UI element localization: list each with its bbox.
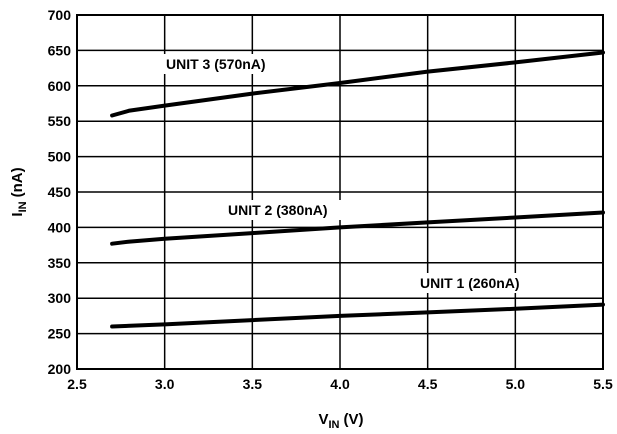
x-tick-label: 4.5: [418, 376, 438, 392]
series-labels: UNIT 3 (570nA) UNIT 2 (380nA) UNIT 1 (260n…: [162, 54, 568, 293]
y-tick-label: 600: [48, 78, 72, 94]
x-tick-label: 4.0: [330, 376, 350, 392]
y-tick-label: 300: [48, 290, 72, 306]
y-tick-label: 350: [48, 255, 72, 271]
y-tick-label: 250: [48, 326, 72, 342]
series-label-unit-2: UNIT 2 (380nA): [228, 202, 328, 218]
x-tick-label: 3.0: [155, 376, 175, 392]
x-tick-label: 3.5: [243, 376, 263, 392]
series-label-unit-3: UNIT 3 (570nA): [166, 56, 266, 72]
x-axis-title-sub: IN: [329, 419, 340, 431]
x-tick-label: 5.5: [593, 376, 613, 392]
x-axis-title-main: V: [318, 411, 328, 428]
y-axis-title: IIN(nA): [9, 167, 29, 216]
x-axis-title-unit: (V): [344, 411, 364, 428]
series-label-unit-1: UNIT 1 (260nA): [420, 275, 520, 291]
x-tick-label: 5.0: [506, 376, 526, 392]
x-axis-title: VIN (V): [318, 411, 363, 431]
y-tick-label: 650: [48, 42, 72, 58]
y-tick-label: 700: [48, 7, 72, 23]
y-tick-label: 450: [48, 184, 72, 200]
x-axis-ticks: 2.5 3.0 3.5 4.0 4.5 5.0 5.5: [67, 376, 613, 392]
y-tick-label: 550: [48, 113, 72, 129]
y-axis-title-sub: IN: [17, 201, 29, 212]
y-tick-label: 500: [48, 149, 72, 165]
y-tick-label: 400: [48, 219, 72, 235]
x-tick-label: 2.5: [67, 376, 87, 392]
y-tick-label: 200: [48, 361, 72, 377]
series-line-unit-1: [112, 305, 603, 327]
y-axis-title-unit: (nA): [9, 167, 26, 197]
y-axis-ticks: 200 250 300 350 400 450 500 550 600 650 700: [48, 7, 72, 377]
